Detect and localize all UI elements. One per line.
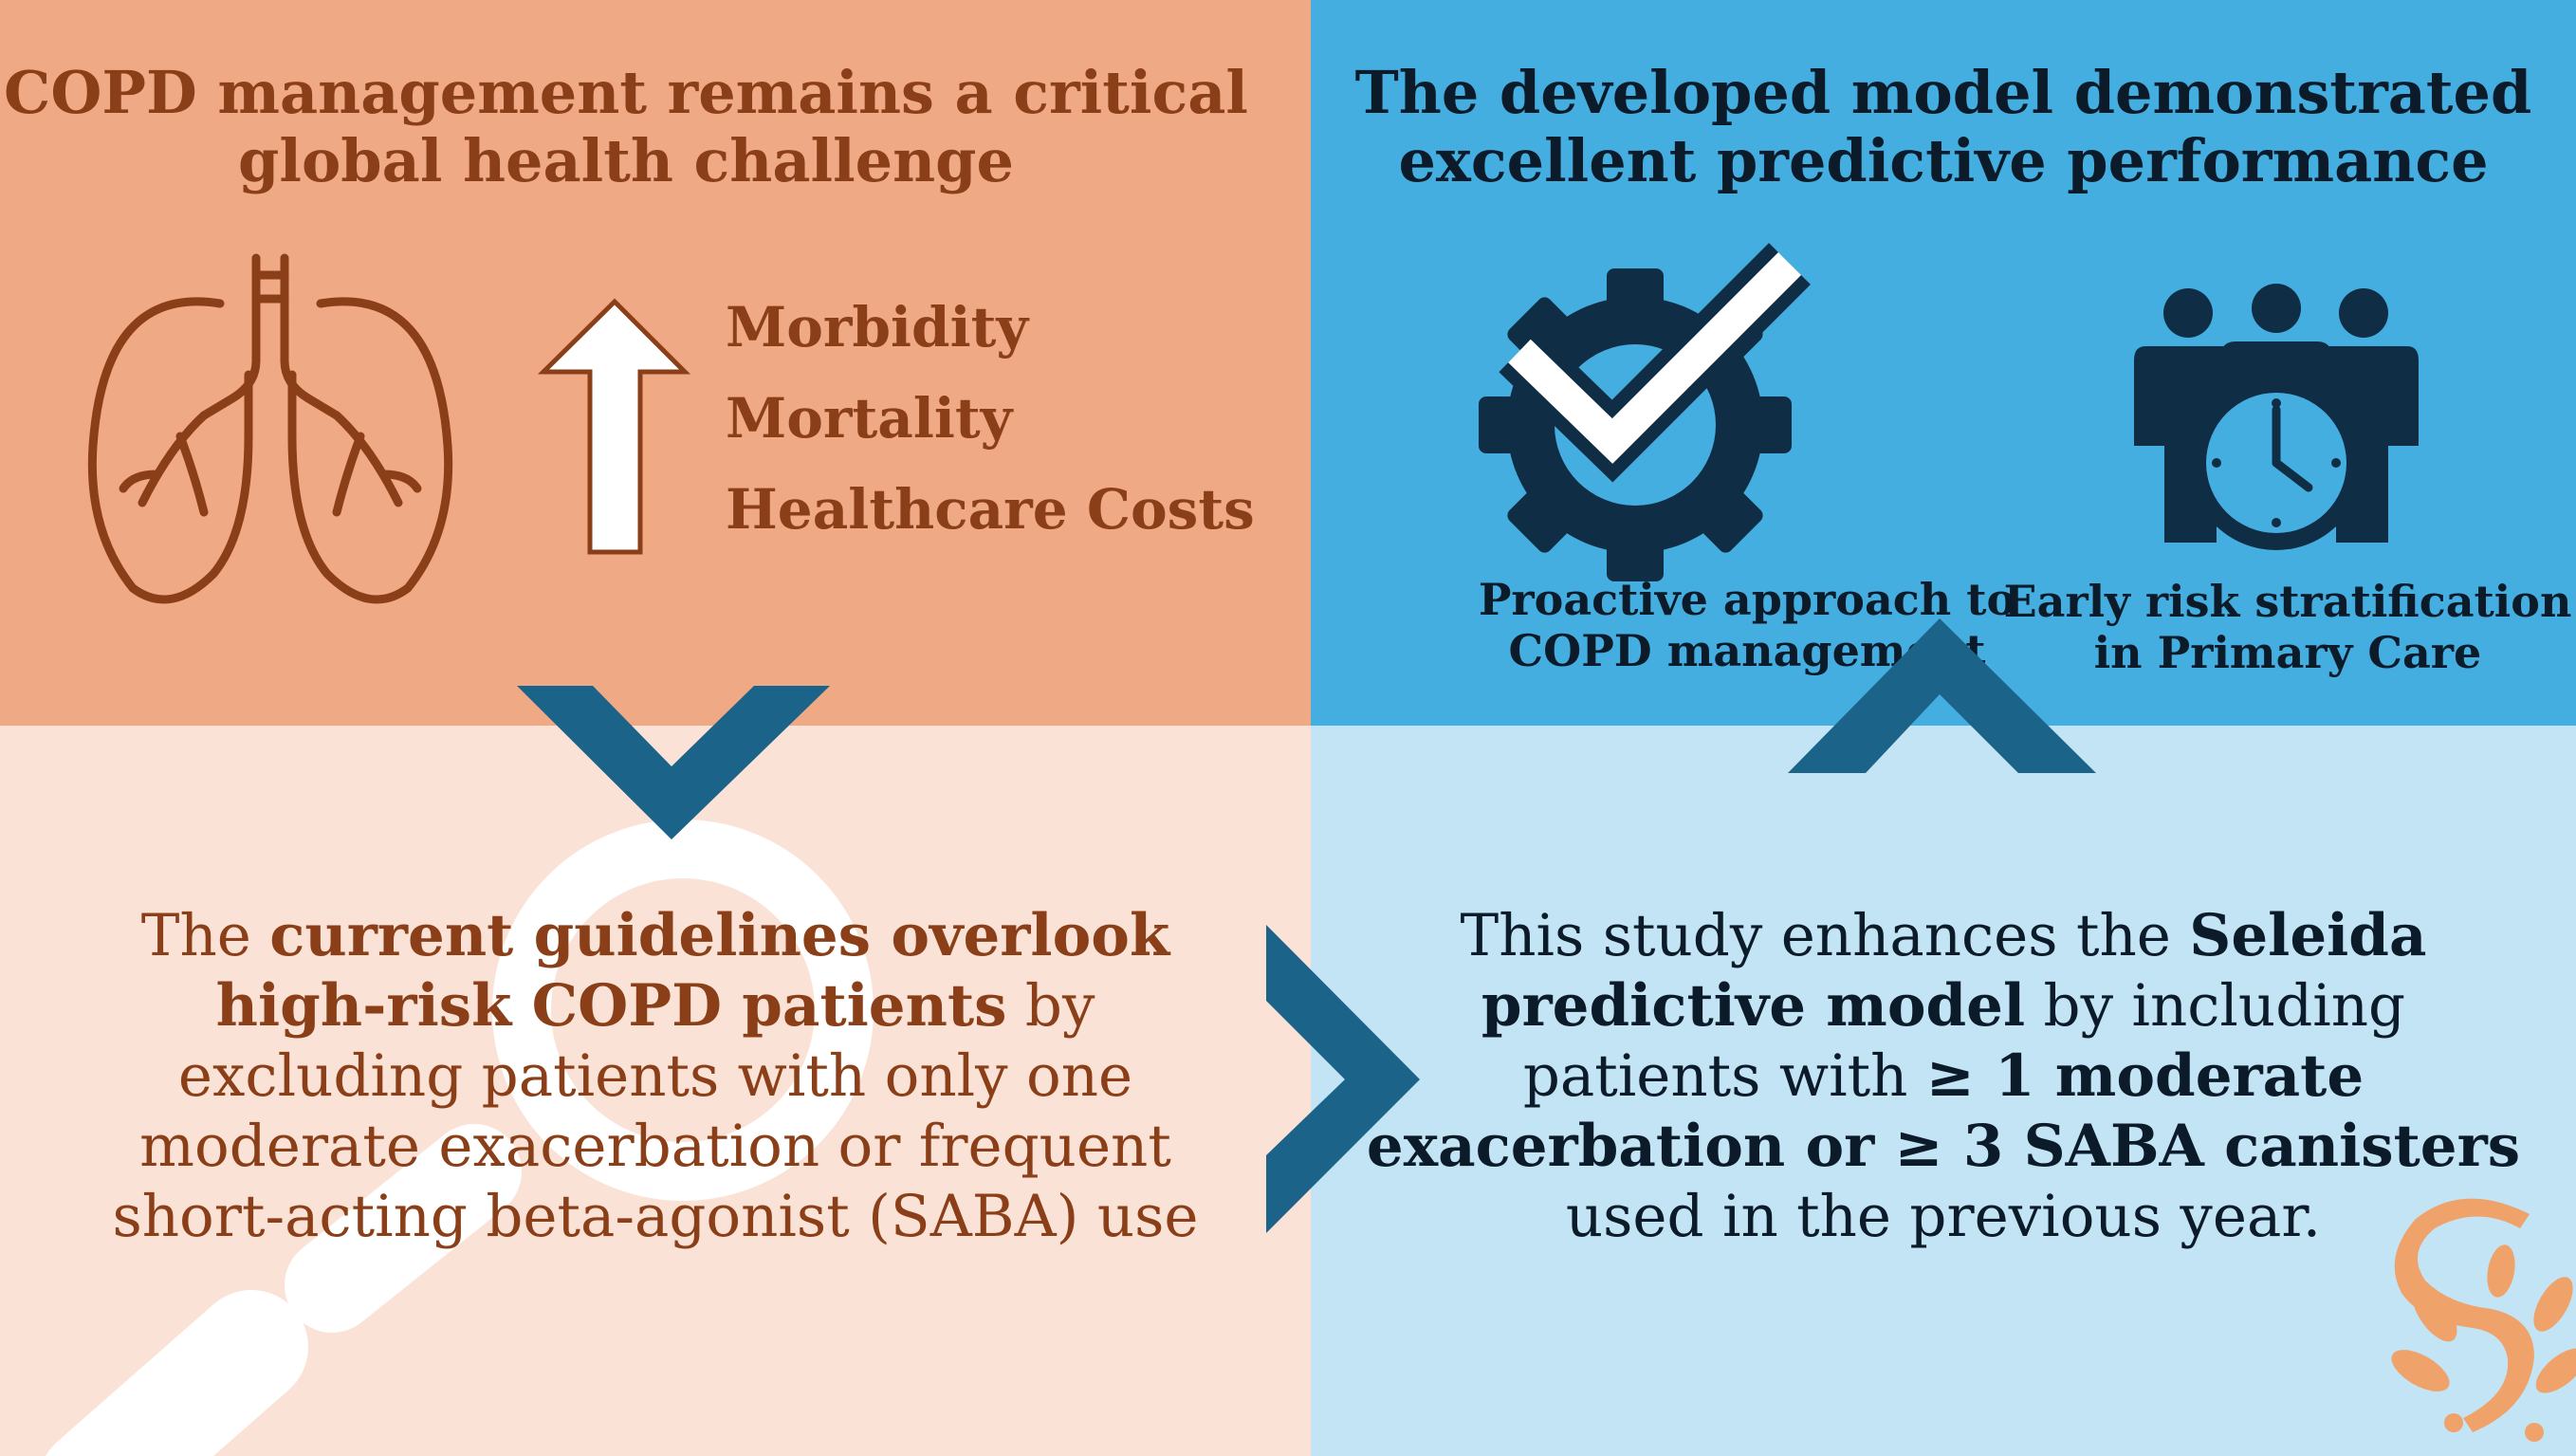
caption-early-risk-line1: Early risk stratification [2003, 576, 2572, 627]
lungs-icon [87, 253, 453, 604]
performance-heading-line2: excellent predictive performance [1398, 126, 2489, 195]
risk-mortality: Mortality [726, 386, 1013, 451]
study-text-patients: patients with [1522, 1042, 1926, 1110]
up-arrow-icon [537, 298, 691, 555]
study-text-including: by including [2025, 972, 2406, 1040]
performance-heading-line1: The developed model demonstrated [1354, 58, 2532, 127]
risk-healthcare-costs: Healthcare Costs [726, 477, 1255, 542]
panel-guidelines: The current guidelines overlook high-ris… [0, 726, 1311, 1456]
panel-performance: The developed model demonstrated excelle… [1311, 0, 2576, 726]
risk-morbidity: Morbidity [726, 295, 1029, 359]
panel-challenge: COPD management remains a critical globa… [0, 0, 1311, 726]
guidelines-text-bold2: high-risk COPD patients [215, 972, 1007, 1040]
guidelines-text-line3: excluding patients with only one [177, 1042, 1133, 1110]
study-text-bold4: exacerbation or ≥ 3 SABA canisters [1366, 1113, 2521, 1180]
guidelines-text-lead: The [140, 902, 270, 969]
study-text-bold1: Seleida [2189, 902, 2427, 969]
caption-early-risk-line2: in Primary Care [2093, 627, 2482, 678]
panel-study: This study enhances the Seleida predicti… [1311, 726, 2576, 1456]
guidelines-text-line4: moderate exacerbation or frequent [139, 1113, 1171, 1180]
guidelines-text: The current guidelines overlook high-ris… [0, 901, 1311, 1252]
gear-check-icon [1479, 243, 1811, 581]
people-clock-icon [2134, 284, 2419, 550]
challenge-heading-line2: global health challenge [238, 126, 1014, 195]
performance-heading: The developed model demonstrated excelle… [1311, 59, 2576, 195]
study-text-line5: used in the previous year. [1565, 1183, 2322, 1250]
caption-early-risk: Early risk stratification in Primary Car… [2003, 576, 2572, 678]
study-text-bold3: ≥ 1 moderate [1925, 1042, 2364, 1110]
study-text: This study enhances the Seleida predicti… [1311, 901, 2576, 1252]
caption-proactive-line2: COPD management [1508, 625, 1986, 676]
study-text-lead: This study enhances the [1460, 902, 2190, 969]
study-text-bold2: predictive model [1481, 972, 2026, 1040]
guidelines-text-by: by [1006, 972, 1095, 1040]
challenge-heading: COPD management remains a critical globa… [0, 59, 1252, 195]
guidelines-text-line5: short-acting beta-agonist (SABA) use [112, 1183, 1199, 1250]
risk-list: Morbidity Mortality Healthcare Costs [726, 289, 1255, 562]
challenge-heading-line1: COPD management remains a critical [4, 58, 1248, 127]
caption-proactive-line1: Proactive approach to [1478, 574, 2016, 625]
guidelines-text-bold1: current guidelines overlook [269, 902, 1170, 969]
